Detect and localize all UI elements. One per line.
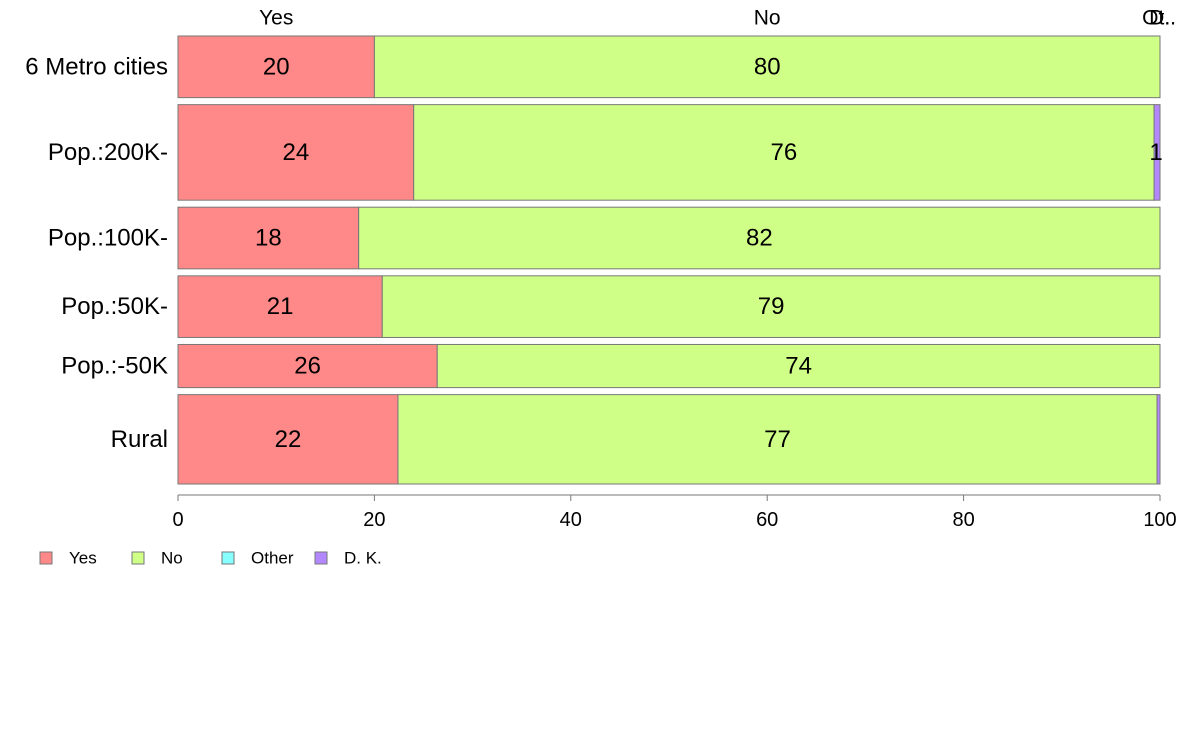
legend-swatch-other — [221, 551, 235, 565]
value-label-yes-3: 21 — [267, 293, 294, 320]
top-series-label-yes: Yes — [259, 7, 293, 30]
value-label-yes-5: 22 — [275, 426, 302, 453]
legend-label-d-k: D. K. — [344, 549, 382, 568]
legend-label-other: Other — [251, 549, 294, 568]
value-label-d-k-1: 1 — [1149, 139, 1162, 166]
x-tick-label-0: 0 — [172, 509, 183, 531]
value-label-no-0: 80 — [754, 53, 781, 80]
category-label-pop-50k: Pop.:50K- — [61, 293, 168, 320]
top-series-label-d: D.. — [1149, 7, 1176, 30]
category-label-rural: Rural — [111, 426, 168, 453]
bar-segment-no-2 — [358, 206, 1161, 270]
bar-segment-yes-5 — [177, 394, 399, 485]
x-tick-label-80: 80 — [952, 509, 974, 531]
bar-segment-d-k-1 — [1153, 104, 1161, 201]
bar-segment-no-0 — [373, 35, 1161, 99]
bar-segment-no-4 — [436, 343, 1161, 389]
category-label-pop-200k: Pop.:200K- — [48, 139, 168, 166]
bar-segment-yes-3 — [177, 275, 383, 338]
value-label-no-1: 76 — [771, 139, 798, 166]
legend-swatch-d-k — [314, 551, 328, 565]
legend-label-yes: Yes — [69, 549, 97, 568]
x-tick-label-60: 60 — [756, 509, 778, 531]
value-label-yes-4: 26 — [294, 353, 321, 380]
bar-segment-no-5 — [397, 394, 1158, 485]
category-label-pop-100k: Pop.:100K- — [48, 225, 168, 252]
x-tick-label-20: 20 — [363, 509, 385, 531]
bar-segment-yes-2 — [177, 206, 360, 270]
value-label-yes-1: 24 — [282, 139, 309, 166]
value-label-yes-2: 18 — [255, 225, 282, 252]
x-tick-label-40: 40 — [560, 509, 582, 531]
bar-segment-yes-0 — [177, 35, 375, 99]
x-tick-label-100: 100 — [1143, 509, 1176, 531]
bar-segment-yes-4 — [177, 343, 438, 389]
value-label-no-3: 79 — [758, 293, 785, 320]
category-label-6-metro-cities: 6 Metro cities — [25, 53, 168, 80]
bar-segment-no-1 — [413, 104, 1155, 201]
top-series-label-ot: Ot.. — [1142, 7, 1176, 30]
top-series-label-no: No — [754, 7, 781, 30]
bar-segment-yes-1 — [177, 104, 415, 201]
bar-segment-d-k-5 — [1156, 394, 1161, 485]
value-label-yes-0: 20 — [263, 53, 290, 80]
legend-swatch-no — [131, 551, 145, 565]
legend-swatch-yes — [39, 551, 53, 565]
bar-segment-no-3 — [381, 275, 1161, 338]
value-label-no-2: 82 — [746, 225, 773, 252]
value-label-no-5: 77 — [764, 426, 791, 453]
legend-label-no: No — [161, 549, 183, 568]
value-label-no-4: 74 — [785, 353, 812, 380]
category-label-pop-50k: Pop.:-50K — [61, 353, 168, 380]
